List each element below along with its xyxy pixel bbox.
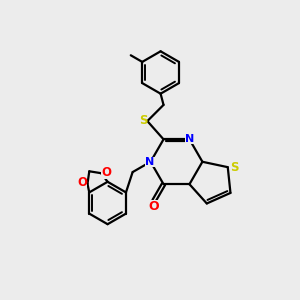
Text: O: O	[101, 166, 111, 178]
Text: S: S	[139, 114, 147, 127]
Text: S: S	[230, 161, 238, 174]
Text: O: O	[77, 176, 87, 189]
Text: N: N	[146, 157, 154, 167]
Text: O: O	[149, 200, 159, 213]
Text: N: N	[185, 134, 194, 144]
